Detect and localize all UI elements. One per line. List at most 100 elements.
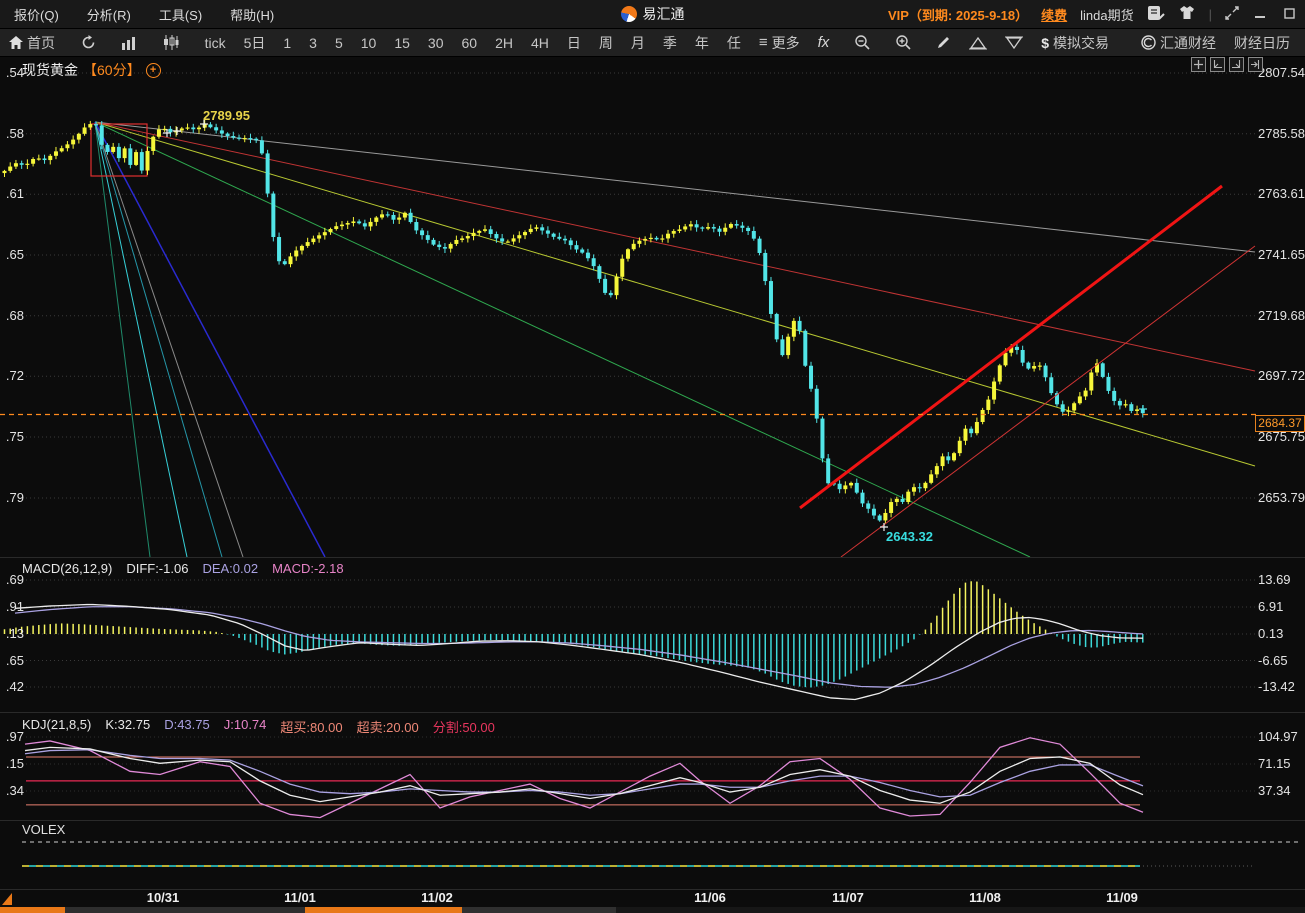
macd-dea-value: DEA:0.02 [202, 561, 259, 576]
toolbar: 首页 tick 5日 1 3 5 10 15 30 60 2H 4H 日 周 月… [0, 28, 1305, 57]
zoom-in-icon [895, 35, 911, 50]
swing-low-label: 2643.32 [886, 529, 933, 544]
kdj-axis-label: 37.34 [1258, 783, 1291, 798]
menu-item-tools[interactable]: 工具(S) [158, 7, 203, 23]
chart-title: 现货黄金 【60分】 + [22, 60, 161, 80]
triangle-up-button[interactable] [960, 29, 996, 56]
bar-chart-type-button[interactable] [112, 29, 146, 56]
price-axis-label-left: .75 [5, 429, 24, 444]
date-label: 11/08 [969, 890, 1001, 905]
huitong-news-button[interactable]: 汇通财经 [1132, 33, 1225, 53]
macd-diff-value: DIFF:-1.06 [126, 561, 189, 576]
menu-item-help[interactable]: 帮助(H) [230, 7, 275, 23]
price-axis-label: 2763.61 [1258, 186, 1305, 202]
notes-icon[interactable] [1147, 5, 1165, 24]
period-5day[interactable]: 5日 [243, 34, 266, 51]
zoom-in-button[interactable] [887, 29, 920, 56]
huitong-logo-icon [1141, 35, 1156, 50]
renew-link[interactable]: 续费 [1041, 7, 1068, 23]
price-axis-label-left: .68 [5, 307, 24, 323]
axis-scale-right-button[interactable] [1229, 57, 1244, 72]
macd-axis-label-left: .69 [5, 572, 24, 587]
indicator-fx-button[interactable]: fx [809, 29, 839, 56]
period-1[interactable]: 1 [283, 34, 292, 51]
macd-axis-label: 0.13 [1258, 626, 1284, 641]
period-5[interactable]: 5 [334, 34, 343, 51]
date-label: 11/09 [1106, 890, 1138, 905]
kdj-axis-label-left: .34 [5, 783, 24, 798]
price-axis-label: 2785.58 [1258, 125, 1305, 141]
macd-axis-label: -13.42 [1258, 679, 1295, 694]
volex-title: VOLEX [22, 822, 66, 837]
home-icon [9, 36, 23, 49]
pencil-icon [938, 37, 950, 48]
period-2h[interactable]: 2H [495, 34, 513, 51]
candlestick-icon [163, 35, 179, 50]
kdj-j-value: J:10.74 [223, 717, 267, 732]
kdj-oversold-value: 超卖:20.00 [356, 720, 419, 735]
macd-axis-label-left: .42 [5, 679, 24, 694]
period-10[interactable]: 10 [360, 34, 377, 51]
calendar-button[interactable]: 财经日历 [1234, 34, 1291, 51]
window-controls-separator: | [1208, 6, 1212, 22]
detach-window-icon[interactable] [1225, 5, 1239, 23]
macd-header[interactable]: MACD(26,12,9) DIFF:-1.06 DEA:0.02 MACD:-… [22, 561, 344, 576]
shirt-icon[interactable] [1178, 5, 1196, 23]
period-15[interactable]: 15 [394, 34, 410, 51]
kdj-axis-label-left: .97 [5, 729, 24, 744]
macd-title: MACD(26,12,9) [22, 561, 113, 576]
more-button[interactable]: ≡ 更多 [758, 34, 800, 51]
price-axis-label: 2741.65 [1258, 247, 1305, 262]
period-tick[interactable]: tick [204, 34, 226, 51]
bar-chart-icon [122, 36, 136, 50]
price-axis-label-left: .61 [5, 186, 24, 202]
period-30[interactable]: 30 [427, 34, 444, 51]
kdj-k-value: K:32.75 [105, 717, 151, 732]
period-60[interactable]: 60 [461, 34, 478, 51]
chart-corner-tools [1191, 57, 1263, 72]
price-axis-label: 2653.79 [1258, 490, 1305, 505]
hamburger-icon: ≡ [758, 34, 768, 51]
add-compare-icon[interactable]: + [145, 62, 161, 78]
kdj-header[interactable]: KDJ(21,8,5) K:32.75 D:43.75 J:10.74 超买:8… [22, 717, 495, 736]
period-quarter[interactable]: 季 [662, 34, 677, 51]
menu-item-quote[interactable]: 报价(Q) [14, 7, 59, 23]
axis-scale-left-button[interactable] [1210, 57, 1225, 72]
kdj-axis-label-left: .15 [5, 756, 24, 771]
kdj-overbought-value: 超买:80.00 [280, 720, 343, 735]
period-3[interactable]: 3 [309, 34, 317, 51]
snap-to-edge-button[interactable] [1248, 57, 1263, 72]
draw-button[interactable] [927, 29, 960, 56]
period-week[interactable]: 周 [598, 34, 613, 51]
volex-header[interactable]: VOLEX [22, 822, 65, 837]
current-price-tag: 2684.37 [1255, 415, 1305, 432]
home-button[interactable]: 首页 [0, 29, 64, 56]
refresh-button[interactable] [72, 29, 105, 56]
dollar-icon: $ [1041, 34, 1050, 51]
triangle-down-icon [1005, 36, 1024, 49]
fx-icon: fx [817, 34, 830, 51]
menu-bar: 报价(Q) 分析(R) 工具(S) 帮助(H) 易汇通 VIP（到期: 2025… [0, 0, 1305, 28]
price-axis-label: 2719.68 [1258, 307, 1305, 323]
zoom-out-icon [855, 35, 870, 50]
period-day[interactable]: 日 [566, 34, 581, 51]
period-year[interactable]: 年 [694, 34, 709, 51]
app-logo-icon [620, 6, 637, 22]
price-axis-label: 2675.75 [1258, 429, 1305, 444]
period-custom[interactable]: 任 [726, 34, 741, 51]
triangle-down-button[interactable] [996, 29, 1032, 56]
price-axis-label-left: .72 [5, 368, 24, 384]
zoom-out-button[interactable] [846, 29, 879, 56]
macd-axis-label-left: .91 [5, 599, 24, 614]
candle-chart-type-button[interactable] [154, 29, 188, 56]
maximize-button[interactable] [1281, 7, 1297, 22]
pan-tool-button[interactable] [1191, 57, 1206, 72]
minimize-button[interactable] [1252, 7, 1268, 22]
app-title: 易汇通 [642, 6, 685, 22]
price-axis-label-left: .58 [5, 125, 24, 141]
period-4h[interactable]: 4H [530, 34, 549, 51]
menu-item-analysis[interactable]: 分析(R) [86, 7, 131, 23]
period-month[interactable]: 月 [630, 34, 645, 51]
sim-trading-button[interactable]: $ 模拟交易 [1041, 34, 1110, 51]
